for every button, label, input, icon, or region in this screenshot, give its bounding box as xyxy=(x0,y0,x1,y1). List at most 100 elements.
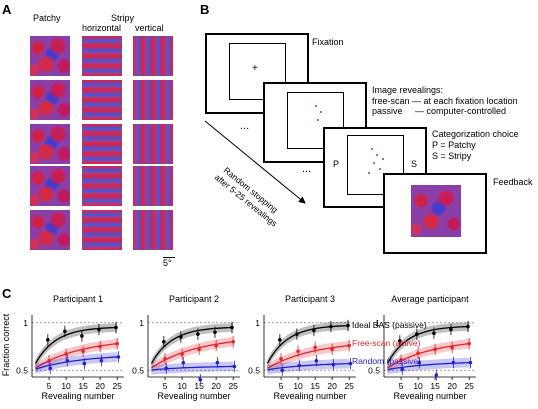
chart-3-xtick-5: 5 xyxy=(279,381,284,391)
chart-2-series-2-band xyxy=(151,337,234,373)
texture-patchy-2 xyxy=(30,80,70,120)
col-label-vertical: vertical xyxy=(135,23,164,33)
chart-4-series-1-point-10 xyxy=(415,332,419,336)
fixation-cross: + xyxy=(252,63,258,74)
chart-4-series-3-point-15 xyxy=(434,373,439,377)
chart-4-series-2-point-5 xyxy=(399,358,403,362)
chart-3-series-1-point-25 xyxy=(346,323,350,328)
chart-4-series-1-point-20 xyxy=(449,327,453,332)
chart-1-series-1-point-25 xyxy=(114,325,118,330)
chart-1-series-3-point-25 xyxy=(116,355,121,359)
chart-2-xtick-25: 25 xyxy=(228,381,238,391)
chart-2-series-3-point-15 xyxy=(198,377,203,382)
chart-4-series-2-point-10 xyxy=(416,351,420,355)
chart-3-series-1-point-5 xyxy=(278,338,282,342)
revealing-image-area xyxy=(287,92,344,149)
feedback-image xyxy=(411,185,461,237)
panel-c-letter: C xyxy=(2,286,12,301)
chart-4-series-1-point-15 xyxy=(432,331,436,335)
texture-horizontal-4 xyxy=(82,166,122,206)
texture-patchy-3 xyxy=(30,124,70,164)
chart-1-series-3-band xyxy=(35,352,118,374)
chart-1-title: Participant 1 xyxy=(53,294,103,304)
chart-2-xtick-20: 20 xyxy=(211,381,221,391)
chart-2-ytick-0.5: 0.5 xyxy=(132,365,144,375)
chart-1-x-axis-label: Revealing number xyxy=(41,391,114,401)
chart-4-series-3-band xyxy=(387,357,470,375)
chart-3-xtick-20: 20 xyxy=(327,381,337,391)
chart-4-xtick-20: 20 xyxy=(447,381,457,391)
chart-3-series-2-point-5 xyxy=(279,357,283,361)
chart-3-series-3-fit xyxy=(267,362,350,371)
chart-4-ytick-0.5: 0.5 xyxy=(368,365,380,375)
chart-4-x-axis-label: Revealing number xyxy=(393,391,466,401)
chart-3-xtick-25: 25 xyxy=(344,381,354,391)
chart-1-xtick-5: 5 xyxy=(47,381,52,391)
chart-4-xtick-25: 25 xyxy=(464,381,474,391)
chart-2-series-1-point-15 xyxy=(196,332,200,336)
chart-1-xtick-20: 20 xyxy=(95,381,105,391)
texture-patchy-5 xyxy=(30,210,70,250)
chart-2-series-2-point-20 xyxy=(214,343,218,348)
chart-4-series-1-point-25 xyxy=(466,324,470,329)
revealings-title: Image revealings: xyxy=(372,85,444,95)
panel-a-letter: A xyxy=(2,2,12,17)
chart-2-series-2-point-10 xyxy=(180,352,184,356)
y-axis-label: Fraction correct xyxy=(1,313,11,376)
chart-1-series-2-point-15 xyxy=(81,349,85,354)
chart-4-series-3-point-20 xyxy=(451,360,456,365)
chart-3-title: Participant 3 xyxy=(285,294,335,304)
legend-3: Random (passive) xyxy=(352,356,421,366)
chart-1-series-2-band xyxy=(35,338,118,373)
chart-2-series-1-point-20 xyxy=(213,330,217,335)
chart-2-xtick-10: 10 xyxy=(177,381,187,391)
chart-1-series-2-point-10 xyxy=(64,352,68,356)
chart-2-series-3-band xyxy=(151,361,234,375)
col-label-patchy: Patchy xyxy=(33,13,61,23)
chart-1-series-2-point-25 xyxy=(115,341,119,346)
chart-1-series-3-point-20 xyxy=(99,358,104,363)
chart-1-series-1-point-20 xyxy=(97,327,101,332)
chart-1-series-2-point-5 xyxy=(47,358,51,363)
chart-3-series-3-point-25 xyxy=(348,361,353,366)
texture-vertical-3 xyxy=(133,124,173,164)
feedback-label: Feedback xyxy=(493,177,533,187)
chart-4-xtick-5: 5 xyxy=(399,381,404,391)
chart-4-title: Average participant xyxy=(391,294,469,304)
chart-4-series-2-point-20 xyxy=(450,345,454,350)
chart-2-x-axis-label: Revealing number xyxy=(157,391,230,401)
chart-3-series-1-point-15 xyxy=(312,328,316,333)
chart-2-series-2-point-5 xyxy=(163,357,167,361)
chart-4-series-1-fit xyxy=(386,325,470,364)
stopping-arrow xyxy=(204,120,306,204)
texture-patchy-4 xyxy=(30,166,70,206)
chart-3-series-2-point-15 xyxy=(313,345,317,350)
chart-1-series-3-point-10 xyxy=(65,358,70,363)
chart-1-series-1-point-15 xyxy=(80,334,84,338)
texture-vertical-2 xyxy=(133,80,173,120)
choice-s-def: S = Stripy xyxy=(432,151,472,161)
chart-2-series-3-point-20 xyxy=(215,360,220,365)
chart-3-series-3-band xyxy=(267,358,350,375)
chart-4-xtick-10: 10 xyxy=(413,381,423,391)
fixation-label: Fixation xyxy=(312,37,344,47)
chart-3-xtick-15: 15 xyxy=(310,381,320,391)
scale-bar xyxy=(163,257,175,258)
chart-1-xtick-15: 15 xyxy=(78,381,88,391)
chart-4-series-2-band xyxy=(387,338,470,373)
chart-3-series-1-point-20 xyxy=(329,324,333,329)
chart-4-series-3-fit xyxy=(387,362,470,371)
dots-1: ... xyxy=(240,120,250,132)
chart-3-series-3-point-10 xyxy=(297,363,302,368)
chart-3-series-2-point-20 xyxy=(330,347,334,352)
scale-bar-label: 5° xyxy=(163,258,172,268)
chart-2-series-3-point-5 xyxy=(164,366,169,371)
chart-3-ytick-0.5: 0.5 xyxy=(248,365,260,375)
texture-patchy-1 xyxy=(30,36,70,76)
chart-1-ytick-1: 1 xyxy=(23,318,28,328)
texture-vertical-4 xyxy=(133,166,173,206)
revealing-dots xyxy=(315,105,322,121)
choice-screen-p: P xyxy=(333,159,340,169)
chart-4-series-3-point-25 xyxy=(468,360,473,365)
